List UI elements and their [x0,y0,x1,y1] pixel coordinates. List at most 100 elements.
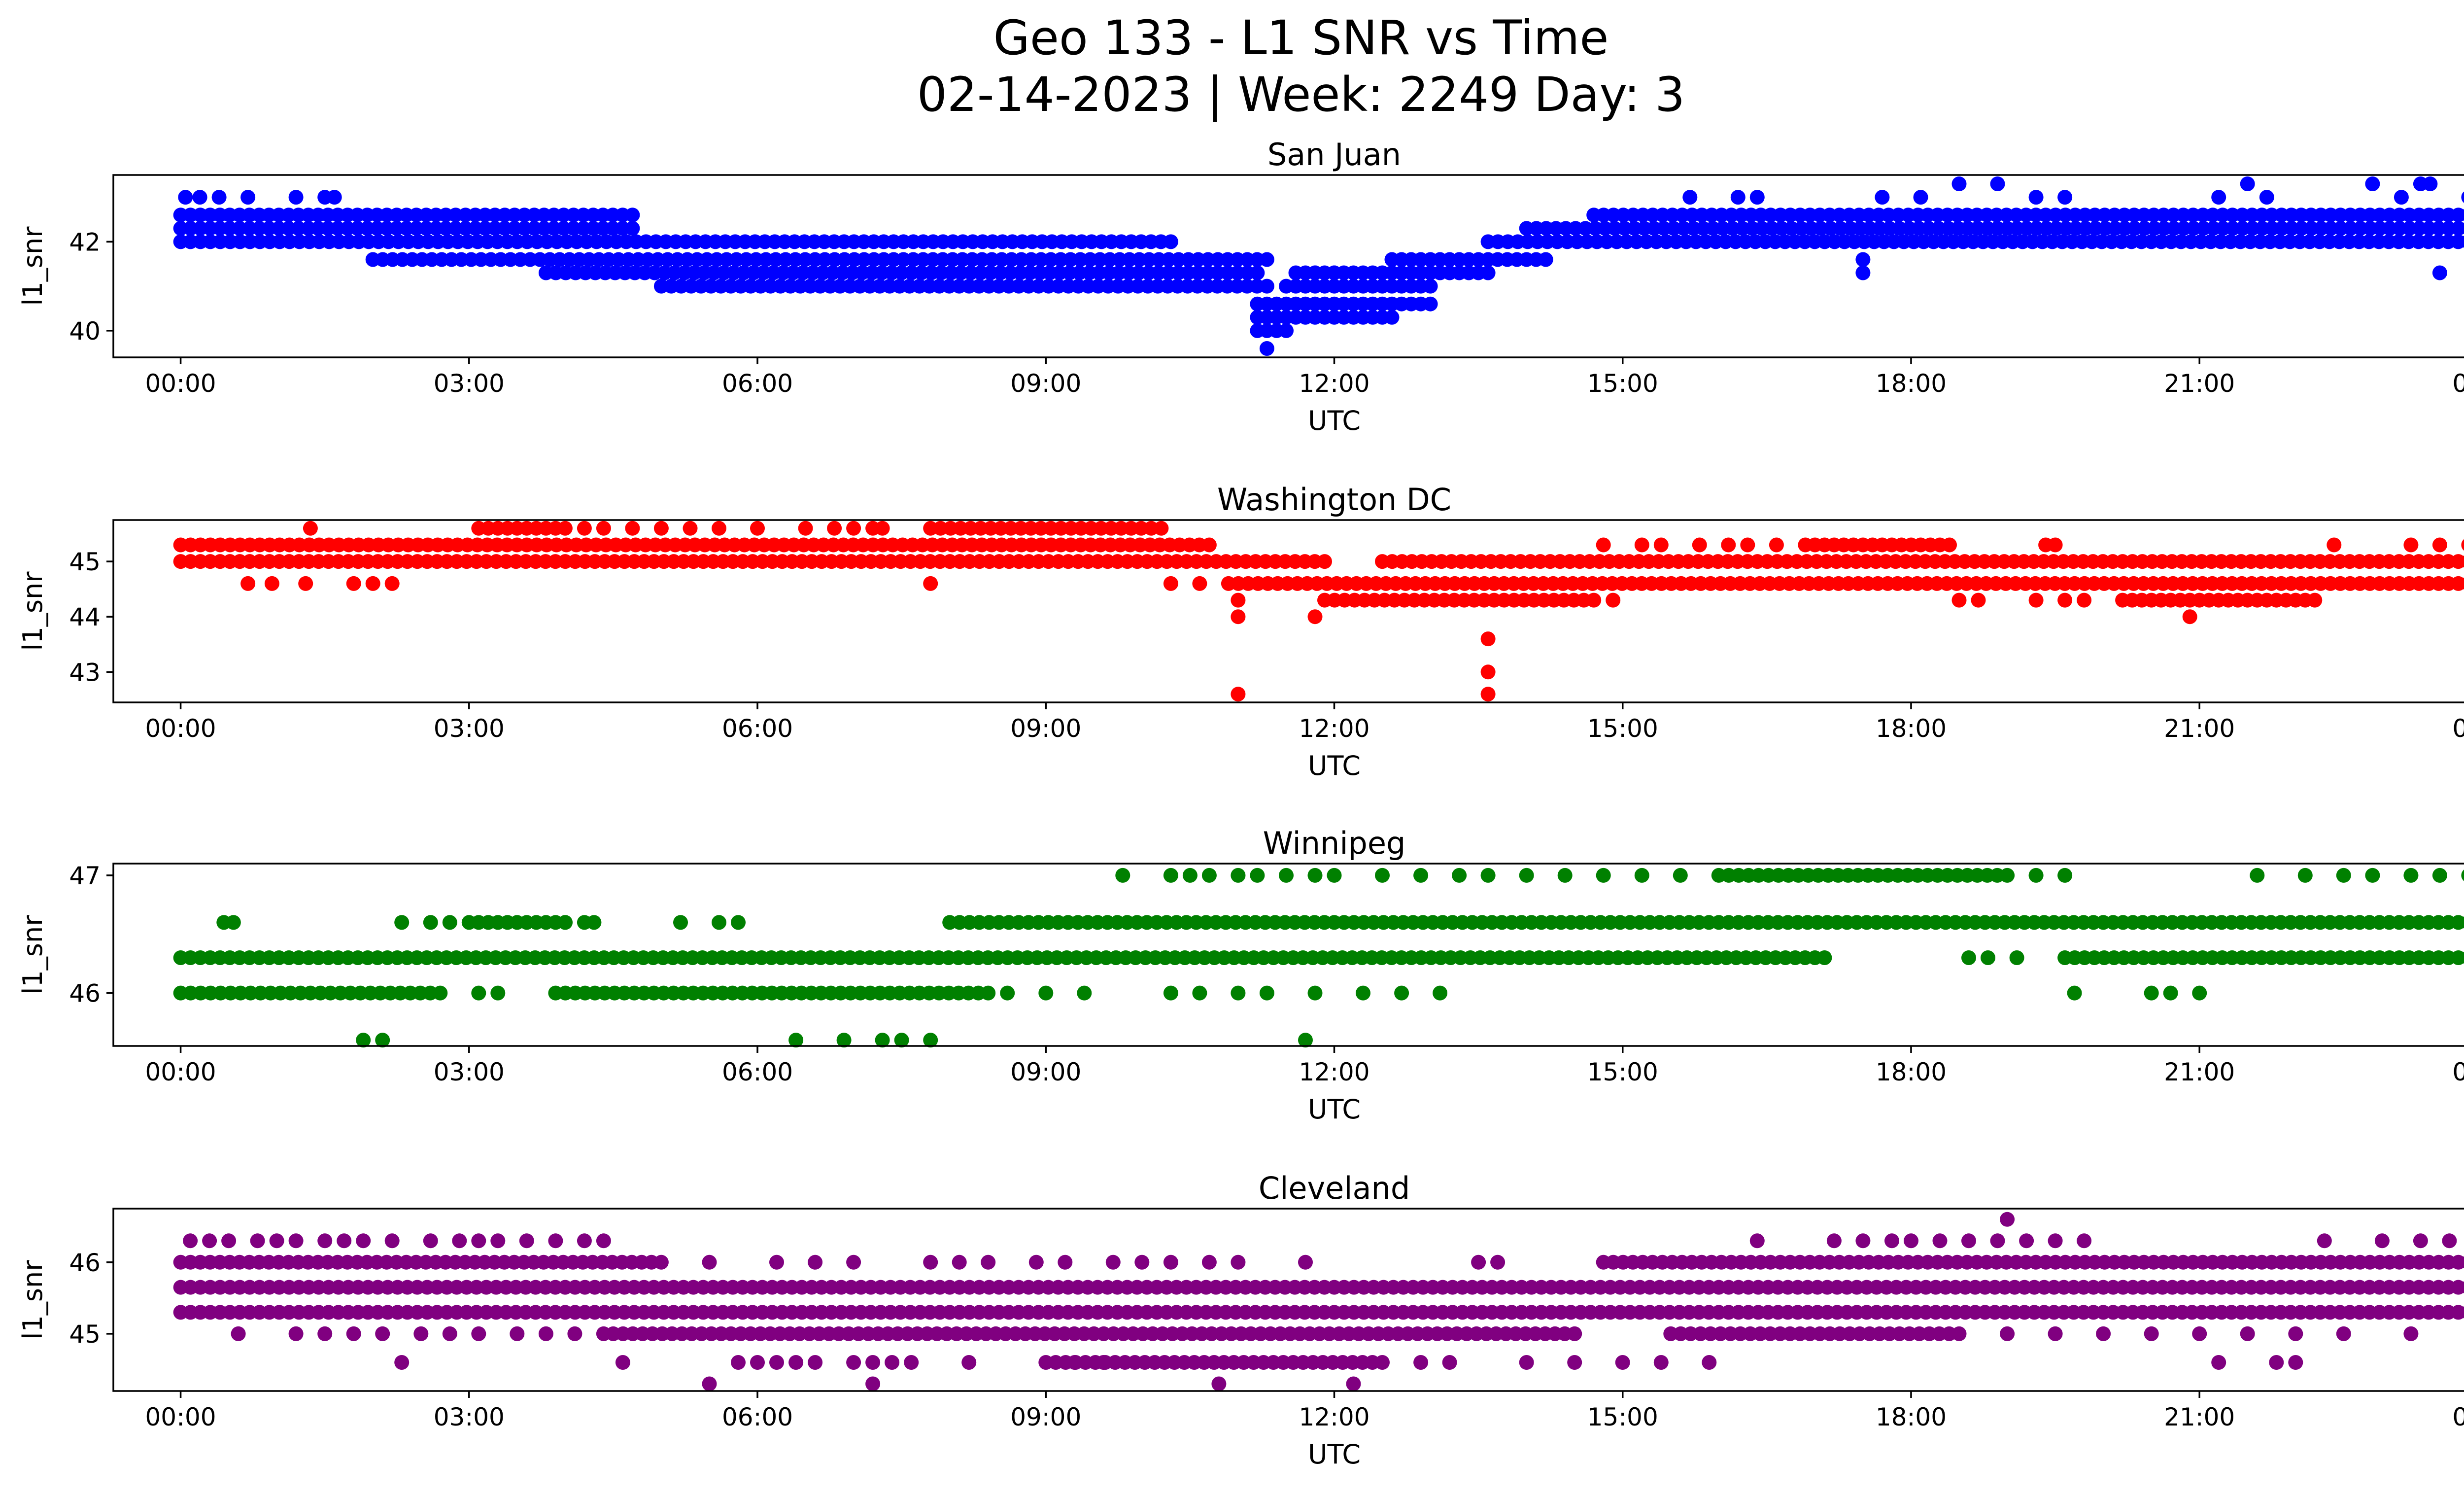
x-axis-label: UTC [1308,1439,1361,1470]
y-tick-label: 46 [69,979,101,1008]
data-point [1192,576,1207,591]
data-point [1134,1254,1150,1270]
data-point [1932,1233,1948,1249]
y-tick-label: 45 [69,548,101,576]
data-point [346,576,361,591]
x-ticks: 00:00 03:00 06:00 09:00 12:00 15:00 18:00 21:00… [145,1046,2464,1086]
data-point [596,521,611,536]
data-point [2048,1233,2063,1249]
data-point [1519,1355,1534,1370]
data-point [557,915,573,930]
data-point [615,1355,630,1370]
y-tick-label: 43 [69,658,101,687]
data-point [1904,1233,1918,1249]
y-axis-label: l1_snr [17,571,48,651]
data-point [731,1355,746,1370]
y-ticks: 40 42 [69,228,113,346]
data-point [1961,950,1976,965]
x-tick-label: 00:00 [145,714,216,743]
data-point [1942,537,1957,553]
data-point [788,1033,804,1048]
data-point [1192,985,1207,1001]
y-tick-label: 46 [69,1249,101,1277]
y-tick-label: 42 [69,228,101,256]
data-point [1250,265,1265,280]
data-point [471,985,486,1001]
data-point [346,1326,361,1341]
x-tick-label: 00:00 [145,1058,216,1086]
data-point [885,1355,900,1370]
data-point [2461,191,2464,203]
data-point [2451,208,2464,223]
data-point [2336,1326,2351,1341]
x-tick-label: 03:00 [434,1058,505,1086]
data-point [1163,234,1178,249]
data-point [317,1326,333,1341]
data-point [1307,609,1323,625]
data-point [2211,190,2226,205]
x-tick-label: 00:00 [2452,714,2464,743]
data-point [2000,1212,2015,1227]
data-point [1038,985,1054,1001]
data-point [2019,1233,2034,1249]
data-point [1480,664,1496,680]
data-point [1606,592,1621,608]
data-point [317,1233,333,1249]
data-point [231,1326,246,1341]
data-point [1394,985,1409,1001]
data-point [808,1355,823,1370]
data-point [981,1254,996,1270]
data-point [1307,265,1323,280]
data-point [702,1254,717,1270]
x-ticks: 00:00 03:00 06:00 09:00 12:00 15:00 18:00 21:00… [145,702,2464,743]
data-point [731,915,746,930]
data-point [356,1033,371,1048]
x-axis-label: UTC [1308,750,1361,781]
data-point [2307,592,2323,608]
data-point [2403,1326,2419,1341]
data-point [1327,868,1342,883]
data-point [1480,631,1496,647]
data-point [2048,1326,2063,1341]
panel-title: Winnipeg [1263,825,1406,861]
x-tick-label: 00:00 [145,1403,216,1431]
data-point [1875,190,1890,205]
data-point [653,521,669,536]
data-point [2144,1326,2159,1341]
x-axis-label: UTC [1308,1094,1361,1125]
data-point [442,915,457,930]
x-tick-label: 12:00 [1299,1058,1369,1086]
data-point [712,915,726,930]
panel-cleveland: Cleveland 45 46 00:00 03:00 06:00 09:00 12:00… [17,1170,2464,1470]
data-point [394,915,410,930]
data-point [894,1033,909,1048]
data-point [2403,868,2419,883]
data-point [1105,1254,1121,1270]
data-point [750,1355,765,1370]
data-point [2365,868,2380,883]
data-point [1058,1254,1073,1270]
figure-title-line2: 02-14-2023 | Week: 2249 Day: 3 [917,67,1685,123]
data-point [2451,576,2464,591]
data-point [827,521,842,536]
y-ticks: 45 46 [69,1249,113,1349]
data-point [394,1355,410,1370]
x-tick-label: 15:00 [1587,714,1658,743]
x-tick-label: 12:00 [1299,369,1369,398]
data-point [1067,1355,1082,1370]
data-point [865,1376,881,1391]
x-tick-label: 09:00 [1010,1058,1081,1086]
data-point [1250,868,1265,883]
data-point [510,1326,525,1341]
data-point [961,1355,977,1370]
data-point [1279,868,1294,883]
panel-san-juan: San Juan 40 42 00:00 03:00 06:00 09:00 12:00 1… [17,137,2464,436]
data-point [413,1326,429,1341]
data-point [875,1033,890,1048]
data-point [288,1326,304,1341]
data-point [1259,985,1274,1001]
data-point [1231,609,1246,625]
data-point [2028,868,2044,883]
data-point [923,576,938,591]
